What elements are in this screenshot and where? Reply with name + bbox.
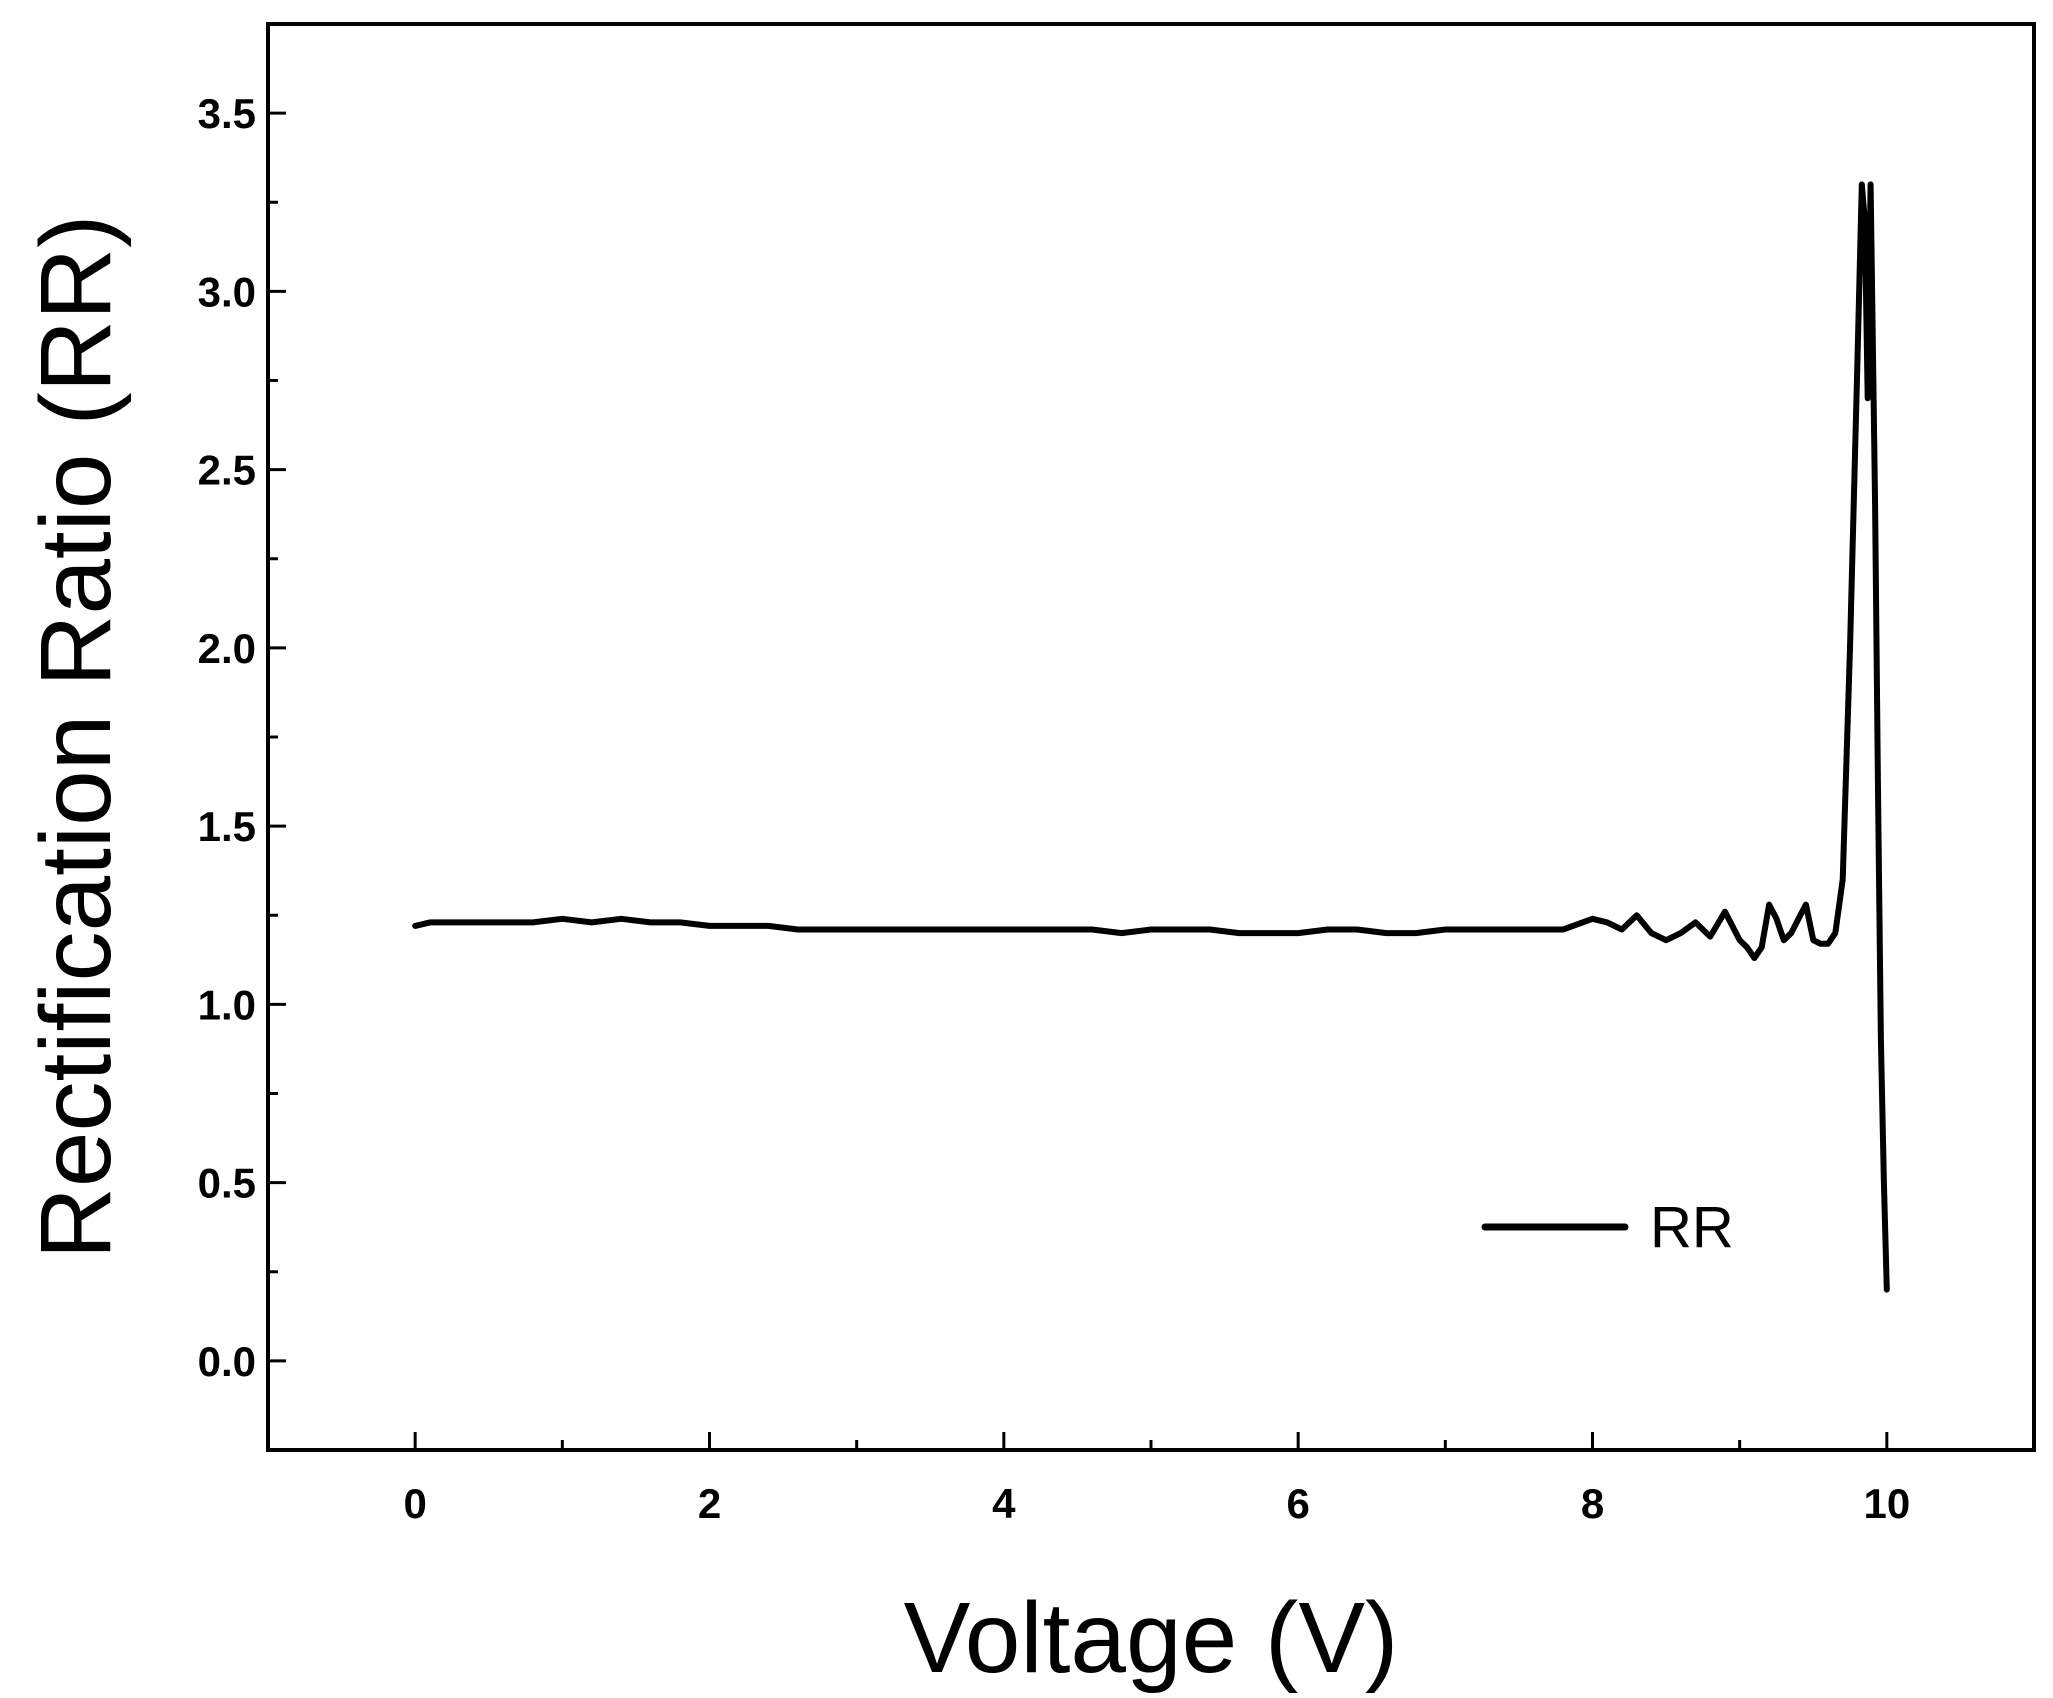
y-tick-label: 2.5	[198, 447, 256, 494]
y-tick-label: 2.0	[198, 625, 256, 672]
plot-frame	[266, 22, 2036, 1452]
y-axis-ticks: 0.0 0.5 1.0 1.5 2.0 2.5 3.0 3.5	[198, 90, 286, 1385]
x-tick-label: 6	[1286, 1480, 1309, 1527]
x-axis-ticks: 0 2 4 6 8 10	[403, 1432, 1910, 1527]
y-tick-label: 0.0	[198, 1338, 256, 1385]
y-tick-label: 1.5	[198, 803, 256, 850]
y-tick-label: 1.0	[198, 981, 256, 1028]
legend-label-rr: RR	[1650, 1195, 1734, 1260]
y-tick-label: 3.0	[198, 268, 256, 315]
x-tick-label: 10	[1863, 1480, 1910, 1527]
series-line-rr	[412, 181, 1890, 1293]
y-tick-label: 3.5	[198, 90, 256, 137]
x-tick-label: 8	[1581, 1480, 1604, 1527]
x-tick-label: 0	[403, 1480, 426, 1527]
y-tick-label: 0.5	[198, 1160, 256, 1207]
x-tick-label: 2	[698, 1480, 721, 1527]
x-tick-label: 4	[992, 1480, 1016, 1527]
x-axis-title: Voltage (V)	[904, 1582, 1399, 1694]
y-axis-title: Rectification Ratio (RR)	[20, 215, 132, 1260]
